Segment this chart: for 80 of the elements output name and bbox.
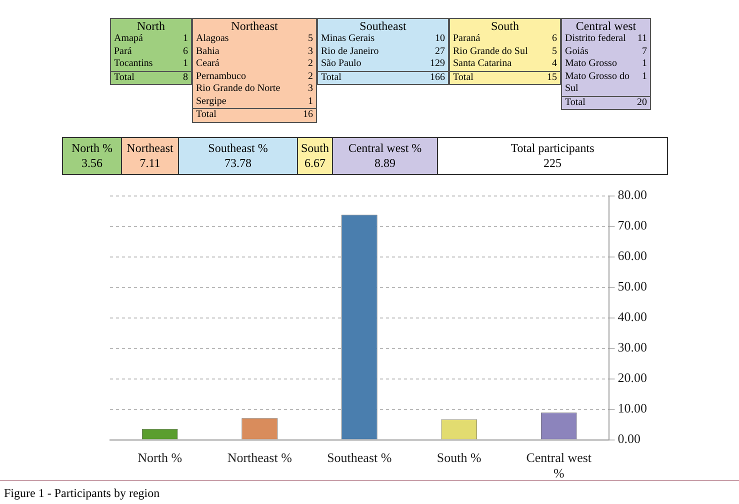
x-tick-label: Central west % xyxy=(526,450,592,481)
text: Distrito federal xyxy=(565,33,626,44)
x-tick-label: South % xyxy=(436,450,482,466)
y-tick-label: 20.00 xyxy=(618,370,647,386)
text: 3.56 xyxy=(82,156,102,170)
x-tick-label: North % xyxy=(138,450,182,466)
text: Total participants xyxy=(510,141,594,155)
category-label: Northeast xyxy=(126,141,174,155)
text: 8 xyxy=(183,72,188,82)
text: 166 xyxy=(430,72,445,82)
text: 6 xyxy=(552,33,557,44)
text: 7 xyxy=(642,46,647,56)
text: Central west % xyxy=(348,141,422,155)
category-label: North xyxy=(136,19,166,33)
text: Total xyxy=(321,72,342,82)
text: 3 xyxy=(308,46,313,56)
text: Northeast xyxy=(230,19,279,33)
text: Total xyxy=(196,109,216,120)
text: Rio Grande do Norte xyxy=(196,83,280,94)
text: 3 xyxy=(308,83,313,94)
y-tick-label: 30.00 xyxy=(618,340,647,355)
text: Rio Grande do Sul xyxy=(453,46,528,56)
y-tick-label: 40.00 xyxy=(618,309,647,324)
text: 20 xyxy=(637,96,647,108)
text: 129 xyxy=(430,58,445,69)
text: 1 xyxy=(183,58,188,69)
text: South xyxy=(490,19,520,33)
text: 11 xyxy=(637,33,647,44)
text: 2 xyxy=(308,70,313,82)
text: 16 xyxy=(303,109,313,120)
x-tick-label: Southeast % xyxy=(327,450,392,466)
text: Goiás xyxy=(565,46,588,56)
text: 1 xyxy=(642,70,647,82)
text: 2 xyxy=(308,58,313,69)
text: Pará xyxy=(114,46,132,56)
text: Total xyxy=(453,72,474,82)
text: 6.67 xyxy=(304,156,326,170)
text: Tocantins xyxy=(114,58,153,69)
text: Total xyxy=(114,72,134,82)
text: 1 xyxy=(642,58,647,69)
text: Southeast % xyxy=(208,141,268,155)
text: Alagoas xyxy=(196,33,229,44)
text: 5 xyxy=(552,46,557,56)
y-tick-label: 50.00 xyxy=(618,278,647,294)
category-label: South xyxy=(300,141,329,155)
text: Mato Grosso do Sul xyxy=(565,70,630,94)
text: Total xyxy=(565,96,586,108)
text: 73.78 xyxy=(224,156,252,170)
text: 8.89 xyxy=(374,156,396,170)
text: 27 xyxy=(435,46,445,56)
text: Santa Catarina xyxy=(453,58,512,69)
text: Ceará xyxy=(196,58,220,69)
text: Paraná xyxy=(453,33,480,44)
y-tick-label: 80.00 xyxy=(618,187,647,202)
text: 7.11 xyxy=(140,156,160,170)
text: São Paulo xyxy=(321,58,362,69)
text: Sergipe xyxy=(196,96,226,106)
text: North % xyxy=(72,141,112,155)
caption: Figure 1 - Participants by region xyxy=(4,486,160,501)
text: 225 xyxy=(544,156,562,170)
text: 5 xyxy=(308,33,313,44)
category-label: Southeast xyxy=(358,19,408,33)
text: Rio de Janeiro xyxy=(321,46,379,56)
text: 6 xyxy=(183,46,188,56)
text: 4 xyxy=(552,58,557,69)
text: Pernambuco xyxy=(196,70,246,82)
y-tick-label: 60.00 xyxy=(618,248,647,264)
text: Mato Grosso xyxy=(565,58,617,69)
text: 1 xyxy=(308,96,313,106)
x-tick-label: Northeast % xyxy=(227,450,292,466)
category-label: Central west xyxy=(574,19,638,33)
text: Minas Gerais xyxy=(321,33,375,44)
text: 15 xyxy=(547,72,557,82)
text: 10 xyxy=(435,33,445,44)
y-tick-label: 10.00 xyxy=(618,400,647,416)
y-tick-label: 70.00 xyxy=(618,218,647,233)
y-tick-label: 0.00 xyxy=(618,431,640,446)
text: Amapá xyxy=(114,33,143,44)
text: 1 xyxy=(183,33,188,44)
text: Bahia xyxy=(196,46,220,56)
